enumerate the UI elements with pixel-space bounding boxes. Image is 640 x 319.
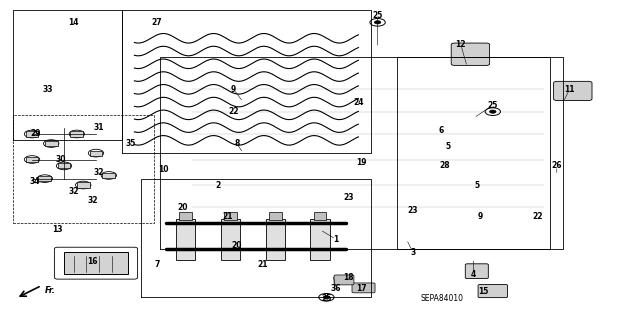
- Text: 10: 10: [158, 165, 168, 174]
- Bar: [38, 176, 51, 181]
- Circle shape: [490, 110, 496, 113]
- FancyBboxPatch shape: [554, 81, 592, 100]
- Text: 34: 34: [30, 177, 40, 186]
- Text: 35: 35: [126, 139, 136, 148]
- Text: 11: 11: [564, 85, 575, 94]
- FancyBboxPatch shape: [352, 283, 375, 293]
- Text: 30: 30: [56, 155, 66, 164]
- Text: 8: 8: [234, 139, 239, 148]
- Text: 5: 5: [474, 181, 479, 189]
- Bar: [176, 219, 195, 260]
- Bar: [45, 141, 58, 146]
- Circle shape: [323, 296, 330, 299]
- Bar: [26, 157, 38, 162]
- Bar: [224, 212, 237, 220]
- Text: 1: 1: [333, 235, 339, 244]
- Text: 32: 32: [68, 187, 79, 196]
- Text: 3: 3: [410, 248, 415, 256]
- Text: 7: 7: [154, 260, 159, 269]
- Text: 12: 12: [456, 40, 466, 49]
- Bar: [310, 219, 330, 260]
- Text: 32: 32: [88, 197, 98, 205]
- Bar: [269, 212, 282, 220]
- FancyBboxPatch shape: [465, 264, 488, 278]
- Text: 6: 6: [439, 126, 444, 135]
- Text: 27: 27: [152, 18, 162, 27]
- Text: 32: 32: [94, 168, 104, 177]
- Text: 20: 20: [232, 241, 242, 250]
- Text: 22: 22: [532, 212, 543, 221]
- Text: 4: 4: [471, 270, 476, 279]
- Text: Fr.: Fr.: [45, 286, 56, 295]
- Text: 23: 23: [344, 193, 354, 202]
- Bar: [64, 252, 128, 274]
- Text: 29: 29: [30, 130, 40, 138]
- Text: 19: 19: [356, 158, 367, 167]
- Bar: [221, 219, 240, 260]
- Bar: [90, 151, 102, 156]
- Text: 18: 18: [344, 273, 354, 282]
- Text: 33: 33: [43, 85, 53, 94]
- Bar: [77, 182, 90, 188]
- Text: 5: 5: [445, 142, 451, 151]
- Bar: [70, 131, 83, 137]
- Text: 14: 14: [68, 18, 79, 27]
- Text: 25: 25: [372, 11, 383, 20]
- Text: 23: 23: [408, 206, 418, 215]
- FancyBboxPatch shape: [451, 43, 490, 65]
- Text: 9: 9: [231, 85, 236, 94]
- Text: 20: 20: [177, 203, 188, 212]
- FancyBboxPatch shape: [334, 275, 354, 285]
- Text: 31: 31: [94, 123, 104, 132]
- Text: 28: 28: [440, 161, 450, 170]
- Text: 17: 17: [356, 284, 367, 293]
- Bar: [179, 212, 192, 220]
- Text: 21: 21: [257, 260, 268, 269]
- Text: 25: 25: [488, 101, 498, 110]
- Text: 21: 21: [222, 212, 232, 221]
- FancyBboxPatch shape: [478, 285, 508, 298]
- Text: 24: 24: [353, 98, 364, 107]
- Bar: [314, 212, 326, 220]
- Bar: [266, 219, 285, 260]
- Circle shape: [374, 21, 381, 24]
- Bar: [102, 173, 115, 178]
- Text: 25: 25: [321, 294, 332, 303]
- Text: SEPA84010: SEPA84010: [420, 294, 463, 303]
- Text: 9: 9: [477, 212, 483, 221]
- Bar: [58, 163, 70, 168]
- Bar: [26, 131, 38, 137]
- Text: 22: 22: [228, 107, 239, 116]
- Text: 36: 36: [331, 284, 341, 293]
- Text: 26: 26: [552, 161, 562, 170]
- Text: 13: 13: [52, 225, 63, 234]
- Text: 15: 15: [478, 287, 488, 296]
- Text: 16: 16: [88, 257, 98, 266]
- Text: 2: 2: [215, 181, 220, 189]
